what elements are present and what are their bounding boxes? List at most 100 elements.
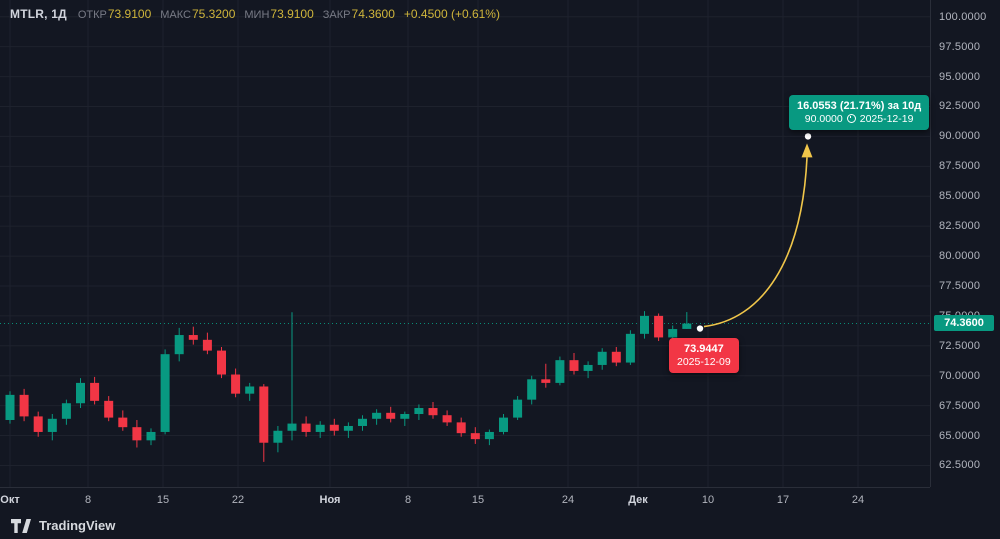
candle-body bbox=[668, 329, 678, 338]
candle-body bbox=[47, 418, 57, 432]
price-tick-label: 82.5000 bbox=[939, 220, 981, 233]
low-value: 73.9100 bbox=[270, 7, 314, 21]
candle-body bbox=[456, 422, 466, 434]
projection-arrowhead bbox=[801, 143, 813, 158]
projection-end-dot bbox=[804, 133, 812, 140]
time-tick-label: 24 bbox=[851, 494, 865, 506]
candle-body bbox=[90, 382, 100, 401]
candle-body bbox=[301, 423, 311, 432]
candle-body bbox=[5, 394, 15, 420]
time-tick-label: 15 bbox=[156, 494, 170, 506]
price-tick-label: 87.5000 bbox=[939, 160, 981, 173]
price-tick-label: 62.5000 bbox=[939, 459, 981, 472]
time-axis[interactable]: Окт 8 15 22 Ноя 8 15 24 Дек 10 17 24 bbox=[0, 487, 930, 513]
candle-body bbox=[33, 416, 43, 432]
candle-body bbox=[597, 351, 607, 365]
candle-body bbox=[541, 379, 551, 383]
low-label: МИН bbox=[244, 9, 270, 21]
time-tick-label: Ноя bbox=[319, 494, 341, 506]
time-tick-label: Окт bbox=[0, 494, 20, 506]
candle-body bbox=[386, 412, 396, 419]
candle-body bbox=[132, 427, 142, 441]
candle-body bbox=[372, 412, 382, 419]
footer: TradingView bbox=[0, 512, 1000, 539]
candle-body bbox=[343, 425, 353, 431]
candle-body bbox=[315, 424, 325, 432]
price-tick-label: 80.0000 bbox=[939, 250, 981, 263]
candle-body bbox=[625, 333, 635, 363]
projection-end-price: 90.0000 bbox=[804, 113, 843, 126]
ohlc-low: МИН 73.9100 bbox=[244, 7, 313, 21]
candle-body bbox=[499, 417, 508, 432]
price-tick-label: 65.0000 bbox=[939, 429, 981, 442]
ohlc-open: ОТКР 73.9100 bbox=[78, 7, 151, 21]
brand-name: TradingView bbox=[39, 518, 116, 533]
candle-body bbox=[611, 351, 621, 363]
tradingview-logo-icon bbox=[11, 518, 31, 533]
time-tick-label: 17 bbox=[776, 494, 790, 506]
high-value: 75.3200 bbox=[191, 7, 236, 21]
candle-body bbox=[19, 394, 29, 417]
close-value: 74.3600 bbox=[351, 7, 395, 21]
candle-body bbox=[470, 433, 480, 440]
price-tick-label: 72.5000 bbox=[939, 339, 981, 352]
candle-body bbox=[287, 423, 297, 431]
candle-body bbox=[245, 386, 255, 394]
price-tick-label: 67.5000 bbox=[939, 399, 981, 412]
candle-body bbox=[583, 364, 593, 371]
candle-body bbox=[358, 418, 367, 426]
ohlc-high: МАКС 75.3200 bbox=[160, 7, 235, 21]
projection-start-label[interactable]: 73.9447 2025-12-09 bbox=[669, 337, 739, 373]
projection-curve bbox=[703, 157, 808, 328]
candle-body bbox=[654, 315, 664, 338]
tradingview-logo[interactable]: TradingView bbox=[10, 518, 115, 534]
candle-body bbox=[555, 360, 565, 383]
projection-end-label[interactable]: 16.0553 (21.71%) за 10д 90.0000 2025-12-1… bbox=[789, 95, 930, 131]
last-price-tag: 74.3600 bbox=[934, 314, 994, 331]
price-tick-label: 97.5000 bbox=[939, 40, 981, 53]
candle-body bbox=[259, 386, 269, 443]
candle-body bbox=[217, 350, 226, 375]
time-tick-label: Дек bbox=[628, 494, 648, 506]
time-tick-label: 8 bbox=[404, 494, 412, 506]
candle-body bbox=[160, 354, 170, 432]
open-label: ОТКР bbox=[77, 9, 107, 21]
time-tick-label: 15 bbox=[471, 494, 485, 506]
candle-body bbox=[513, 399, 523, 418]
clock-icon bbox=[846, 114, 856, 124]
price-axis[interactable]: 74.3600 100.0000 97.5000 95.0000 92.5000 90.… bbox=[930, 0, 1000, 487]
projection-target-line: 90.0000 2025-12-19 bbox=[797, 113, 921, 126]
candle-body bbox=[188, 335, 198, 340]
time-tick-label: 8 bbox=[84, 494, 92, 506]
candlestick-plot[interactable]: MTLR, 1Д ОТКР 73.9100 МАКС 75.3200 МИН 7… bbox=[0, 0, 930, 487]
candle-body bbox=[146, 431, 156, 441]
candle-body bbox=[329, 424, 339, 431]
candle-body bbox=[104, 400, 114, 418]
time-tick-label: 22 bbox=[231, 494, 245, 506]
candle-body bbox=[273, 430, 283, 443]
symbol-header: MTLR, 1Д ОТКР 73.9100 МАКС 75.3200 МИН 7… bbox=[10, 7, 500, 21]
price-tick-label: 77.5000 bbox=[939, 279, 981, 292]
projection-start-date: 2025-12-09 bbox=[677, 355, 731, 368]
price-tick-label: 70.0000 bbox=[939, 369, 981, 382]
price-tick-label: 92.5000 bbox=[939, 100, 981, 113]
projection-change-text: 16.0553 (21.71%) за 10д bbox=[797, 100, 922, 113]
candle-body bbox=[527, 379, 537, 400]
candle-body bbox=[428, 408, 438, 416]
symbol-title[interactable]: MTLR, 1Д bbox=[10, 7, 67, 21]
candle-body bbox=[569, 360, 579, 371]
ohlc-close: ЗАКР 74.3600 bbox=[323, 7, 395, 21]
candle-body bbox=[61, 403, 71, 419]
candle-body bbox=[682, 323, 692, 329]
candle-body bbox=[118, 417, 128, 428]
chart-canvas[interactable] bbox=[0, 0, 930, 487]
high-label: МАКС bbox=[160, 9, 191, 21]
price-tick-label: 85.0000 bbox=[939, 190, 981, 203]
candle-body bbox=[442, 415, 452, 423]
price-tick-label: 90.0000 bbox=[939, 130, 981, 143]
price-tick-label: 95.0000 bbox=[939, 70, 981, 83]
candle-body bbox=[400, 414, 410, 419]
close-label: ЗАКР bbox=[322, 9, 351, 21]
change-value: +0.4500 (+0.61%) bbox=[403, 7, 500, 21]
